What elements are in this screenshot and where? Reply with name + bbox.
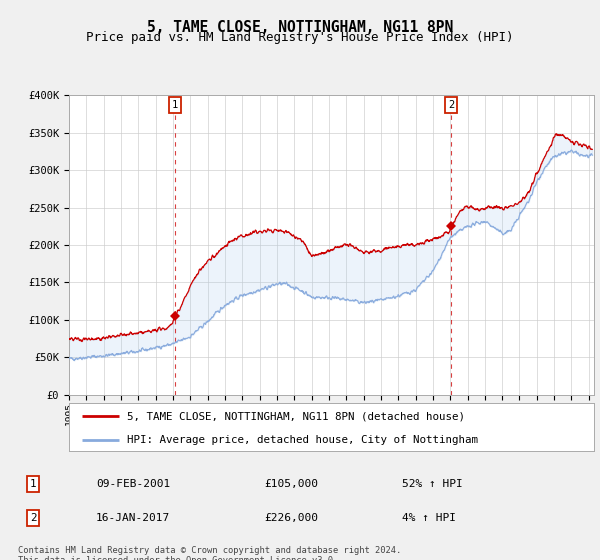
Text: 1: 1 — [172, 100, 178, 110]
Text: 5, TAME CLOSE, NOTTINGHAM, NG11 8PN (detached house): 5, TAME CLOSE, NOTTINGHAM, NG11 8PN (det… — [127, 411, 465, 421]
Text: Price paid vs. HM Land Registry's House Price Index (HPI): Price paid vs. HM Land Registry's House … — [86, 31, 514, 44]
Text: 5, TAME CLOSE, NOTTINGHAM, NG11 8PN: 5, TAME CLOSE, NOTTINGHAM, NG11 8PN — [147, 20, 453, 35]
Text: 2: 2 — [30, 513, 36, 523]
Text: £105,000: £105,000 — [264, 479, 318, 489]
Text: 4% ↑ HPI: 4% ↑ HPI — [402, 513, 456, 523]
Text: 16-JAN-2017: 16-JAN-2017 — [96, 513, 170, 523]
Text: Contains HM Land Registry data © Crown copyright and database right 2024.
This d: Contains HM Land Registry data © Crown c… — [18, 546, 401, 560]
Text: £226,000: £226,000 — [264, 513, 318, 523]
Text: HPI: Average price, detached house, City of Nottingham: HPI: Average price, detached house, City… — [127, 435, 478, 445]
Text: 52% ↑ HPI: 52% ↑ HPI — [402, 479, 463, 489]
Text: 2: 2 — [448, 100, 454, 110]
Text: 1: 1 — [30, 479, 36, 489]
Text: 09-FEB-2001: 09-FEB-2001 — [96, 479, 170, 489]
